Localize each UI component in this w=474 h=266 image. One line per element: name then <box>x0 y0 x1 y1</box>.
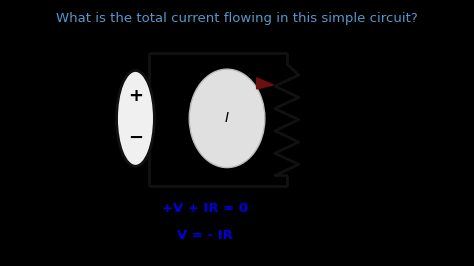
Text: V: V <box>160 100 169 113</box>
Text: I: I <box>225 111 229 125</box>
Ellipse shape <box>117 70 155 166</box>
Text: 10 V: 10 V <box>160 127 189 139</box>
Text: +V + IR = 0: +V + IR = 0 <box>162 202 248 215</box>
Text: R: R <box>315 103 323 115</box>
Polygon shape <box>256 78 273 89</box>
Text: What is the total current flowing in this simple circuit?: What is the total current flowing in thi… <box>56 12 418 25</box>
Text: 10 Ω: 10 Ω <box>315 129 344 142</box>
Text: V = - IR: V = - IR <box>177 229 233 242</box>
Text: +: + <box>128 87 143 105</box>
Ellipse shape <box>189 69 265 168</box>
Text: −: − <box>128 129 143 147</box>
